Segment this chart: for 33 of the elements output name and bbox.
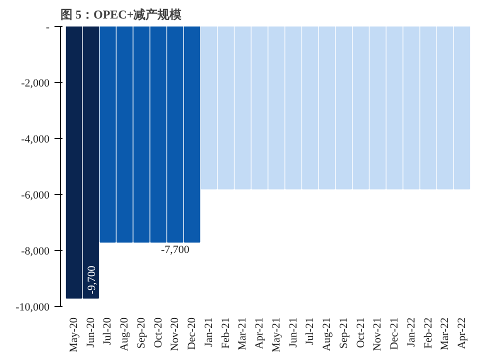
x-tick-label: Feb-22 (422, 317, 434, 349)
x-tick-label: Jun-21 (287, 317, 300, 348)
x-tick-label: Jul-21 (304, 318, 316, 345)
y-tick-label: -2,000 (21, 78, 50, 90)
x-tick-label: Apr-22 (456, 317, 468, 350)
y-tick-label: -10,000 (16, 302, 50, 314)
x-tick-label: Jul-20 (102, 317, 114, 345)
x-tick-label: Apr-21 (254, 317, 266, 350)
data-label: -9,700 (86, 265, 98, 294)
x-tick-label: Mar-22 (439, 317, 452, 350)
y-tick-label: - (46, 22, 50, 34)
x-tick-label: Oct-20 (152, 317, 164, 348)
x-tick-label: Nov-20 (169, 317, 182, 352)
x-tick-label: Aug-20 (118, 317, 131, 352)
y-tick-label: -4,000 (21, 134, 50, 146)
x-tick-label: Mar-21 (236, 317, 249, 350)
x-tick-label: Dec-21 (388, 317, 401, 350)
x-tick-label: Sep-21 (338, 317, 350, 349)
x-tick-label: Jan-22 (405, 318, 418, 347)
x-tick-label: May-20 (68, 317, 80, 352)
x-tick-label: Aug-21 (321, 318, 334, 352)
data-label: -7,700 (161, 244, 190, 256)
x-tick-label: Nov-21 (372, 318, 384, 352)
chart-title: 图 5：OPEC+减产规模 (60, 8, 182, 22)
x-tick-label: Jun-20 (84, 317, 97, 348)
y-tick-label: -8,000 (21, 246, 50, 258)
x-tick-label: Oct-21 (354, 318, 367, 348)
y-tick-label: -6,000 (21, 190, 50, 202)
x-tick-label: Sep-20 (135, 317, 148, 349)
x-tick-label: Jan-21 (202, 318, 215, 347)
x-tick-label: Dec-20 (186, 317, 198, 350)
x-tick-label: May-21 (270, 318, 282, 352)
x-tick-label: Feb-21 (220, 317, 232, 349)
